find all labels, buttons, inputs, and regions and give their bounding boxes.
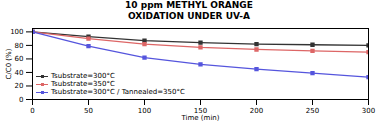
svg-text:C/C0 (%): C/C0 (%): [5, 48, 13, 79]
svg-text:300: 300: [362, 107, 375, 115]
svg-text:200: 200: [250, 107, 263, 115]
html-text:Tsubstrate=350°C: Tsubstrate=350°C: [51, 80, 115, 88]
svg-text:100: 100: [10, 28, 23, 36]
svg-text:250: 250: [306, 107, 319, 115]
svg-text:150: 150: [193, 107, 208, 116]
html-text:Tsubstrate=300°C / Tannealed=3: Tsubstrate=300°C / Tannealed=350°C: [51, 88, 185, 96]
svg-text:0: 0: [19, 96, 23, 104]
svg-text:50: 50: [84, 107, 93, 115]
svg-text:60: 60: [15, 55, 24, 63]
svg-text:40: 40: [15, 69, 24, 77]
svg-text:80: 80: [15, 42, 24, 50]
svg-text:Time (min): Time (min): [180, 114, 219, 122]
html-text:10 ppm METHYL ORANGE OXIDATION: 10 ppm METHYL ORANGE OXIDATION UNDER UV-…: [125, 0, 253, 21]
svg-text:100: 100: [138, 107, 151, 115]
html-text:Tsubstrate=300°C: Tsubstrate=300°C: [51, 72, 115, 80]
svg-text:0: 0: [30, 107, 34, 115]
svg-text:20: 20: [15, 82, 24, 90]
